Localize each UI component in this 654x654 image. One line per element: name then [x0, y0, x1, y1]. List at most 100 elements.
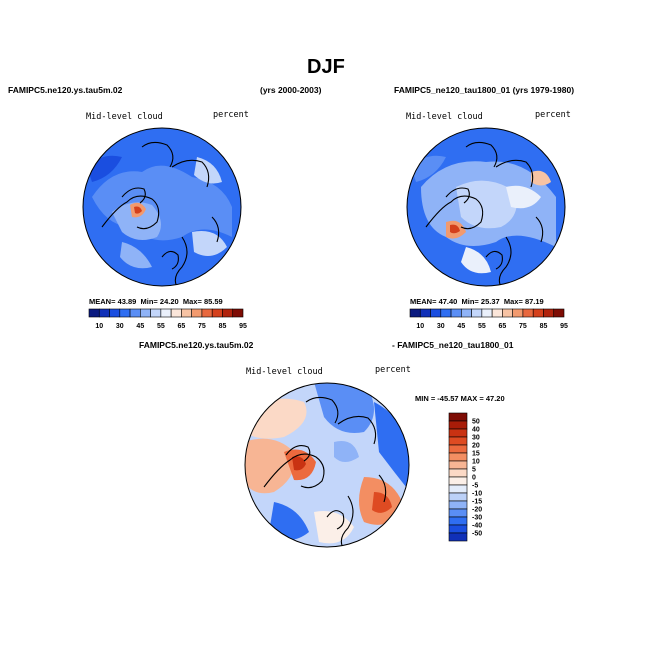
- left-max-label: Max=: [182, 297, 202, 306]
- diff-colorbar-box: [448, 468, 468, 478]
- right-colorbar-box: [553, 308, 565, 318]
- left-min-label: Min=: [140, 297, 158, 306]
- right-colorbar-tick-label: 75: [519, 323, 527, 330]
- left-colorbar-tick-label: 85: [219, 323, 227, 330]
- left-colorbar-box: [222, 308, 234, 318]
- left-colorbar-box: [150, 308, 162, 318]
- diff-colorbar-box: [448, 460, 468, 470]
- left-colorbar-tick-label: 55: [157, 323, 165, 330]
- right-colorbar-tick-label: 95: [560, 323, 568, 330]
- right-colorbar-box: [471, 308, 483, 318]
- right-colorbar-box: [430, 308, 442, 318]
- right-colorbar-tick-label: 45: [457, 323, 465, 330]
- left-min-value: 24.20: [159, 297, 179, 306]
- left-colorbar-box: [98, 308, 110, 318]
- right-units-label: percent: [535, 110, 571, 120]
- right-colorbar-box: [532, 308, 544, 318]
- diff-colorbar-tick-label: -10: [472, 491, 482, 498]
- diff-colorbar-tick-label: 10: [472, 459, 480, 466]
- left-colorbar-box: [191, 308, 203, 318]
- diff-colorbar-tick-label: 40: [472, 427, 480, 434]
- diff-colorbar-box: [448, 508, 468, 518]
- right-colorbar-tick-label: 30: [437, 323, 445, 330]
- right-colorbar-box: [481, 308, 493, 318]
- right-min-label: Min=: [461, 297, 479, 306]
- diff-colorbar-tick-label: 20: [472, 443, 480, 450]
- diff-colorbar-box: [448, 436, 468, 446]
- right-colorbar-box: [409, 308, 421, 318]
- left-colorbar-box: [160, 308, 172, 318]
- left-colorbar-tick-label: 75: [198, 323, 206, 330]
- diff-colorbar-tick-label: -20: [472, 507, 482, 514]
- left-polar-map: [82, 127, 242, 287]
- diff-colorbar-tick-label: 5: [472, 467, 476, 474]
- diff-variable-label: Mid-level cloud: [246, 367, 323, 377]
- left-colorbar: 10 30 45 55 65 75 85 95: [88, 308, 247, 330]
- left-units-label: percent: [213, 110, 249, 120]
- right-colorbar-box: [512, 308, 524, 318]
- left-colorbar-box: [170, 308, 182, 318]
- right-colorbar-tick-label: 10: [416, 323, 424, 330]
- diff-colorbar-box: [448, 444, 468, 454]
- left-mean-value: 43.89: [117, 297, 137, 306]
- diff-colorbar-box: [448, 452, 468, 462]
- left-mean-label: MEAN=: [89, 297, 116, 306]
- diff-colorbar-tick-label: 15: [472, 451, 480, 458]
- diff-colorbar-tick-label: 30: [472, 435, 480, 442]
- diff-case-b-label: - FAMIPC5_ne120_tau1800_01: [392, 340, 514, 350]
- right-colorbar-tick-label: 55: [478, 323, 486, 330]
- figure-title: DJF: [307, 56, 345, 78]
- right-variable-label: Mid-level cloud: [406, 112, 483, 122]
- diff-colorbar-box: [448, 484, 468, 494]
- left-colorbar-box: [181, 308, 192, 318]
- diff-colorbar-box: [448, 420, 468, 430]
- diff-minmax-label: MIN = -45.57 MAX = 47.20: [415, 394, 505, 403]
- left-colorbar-box: [140, 308, 151, 318]
- diff-colorbar-tick-label: -50: [472, 531, 482, 538]
- left-colorbar-tick-label: 95: [239, 323, 247, 330]
- left-years-label: (yrs 2000-2003): [260, 85, 322, 95]
- diff-colorbar-box: [448, 516, 468, 526]
- diff-colorbar-tick-label: -15: [472, 499, 482, 506]
- left-colorbar-box: [232, 308, 244, 318]
- diff-colorbar-tick-label: -30: [472, 515, 482, 522]
- right-case-label: FAMIPC5_ne120_tau1800_01 (yrs 1979-1980): [394, 85, 575, 95]
- left-colorbar-box: [201, 308, 213, 318]
- right-colorbar-box: [522, 308, 534, 318]
- right-colorbar-box: [502, 308, 513, 318]
- left-stats: MEAN= 43.89 Min= 24.20 Max= 85.59: [89, 297, 223, 306]
- left-colorbar-tick-label: 30: [116, 323, 124, 330]
- left-colorbar-box: [119, 308, 131, 318]
- diff-colorbar-box: [448, 524, 468, 534]
- diff-colorbar-tick-label: -40: [472, 523, 482, 530]
- diff-polar-map: [244, 382, 410, 548]
- diff-case-a-label: FAMIPC5.ne120.ys.tau5m.02: [139, 340, 254, 350]
- right-polar-map: [406, 127, 566, 287]
- diff-colorbar-tick-label: -5: [472, 483, 478, 490]
- diff-colorbar-tick-label: 50: [472, 419, 480, 426]
- left-case-label: FAMIPC5.ne120.ys.tau5m.02: [8, 85, 123, 95]
- right-colorbar-box: [419, 308, 431, 318]
- right-max-label: Max=: [503, 297, 523, 306]
- right-colorbar-box: [440, 308, 452, 318]
- diff-units-label: percent: [375, 365, 411, 375]
- right-max-value: 87.19: [524, 297, 544, 306]
- right-colorbar-box: [491, 308, 503, 318]
- diff-colorbar-box: [448, 500, 468, 510]
- diff-colorbar-tick-label: 0: [472, 475, 476, 482]
- right-colorbar: 10 30 45 55 65 75 85 95: [409, 308, 568, 330]
- right-colorbar-tick-label: 65: [499, 323, 507, 330]
- right-stats: MEAN= 47.40 Min= 25.37 Max= 87.19: [410, 297, 544, 306]
- left-colorbar-box: [109, 308, 121, 318]
- diff-colorbar-box: [448, 492, 468, 502]
- diff-colorbar-box: [448, 412, 468, 422]
- left-colorbar-box: [129, 308, 141, 318]
- right-mean-value: 47.40: [438, 297, 458, 306]
- diff-colorbar-box: [448, 532, 468, 542]
- left-colorbar-box: [211, 308, 223, 318]
- right-colorbar-box: [543, 308, 555, 318]
- left-colorbar-tick-label: 45: [136, 323, 144, 330]
- right-colorbar-tick-label: 85: [540, 323, 548, 330]
- left-colorbar-box: [88, 308, 100, 318]
